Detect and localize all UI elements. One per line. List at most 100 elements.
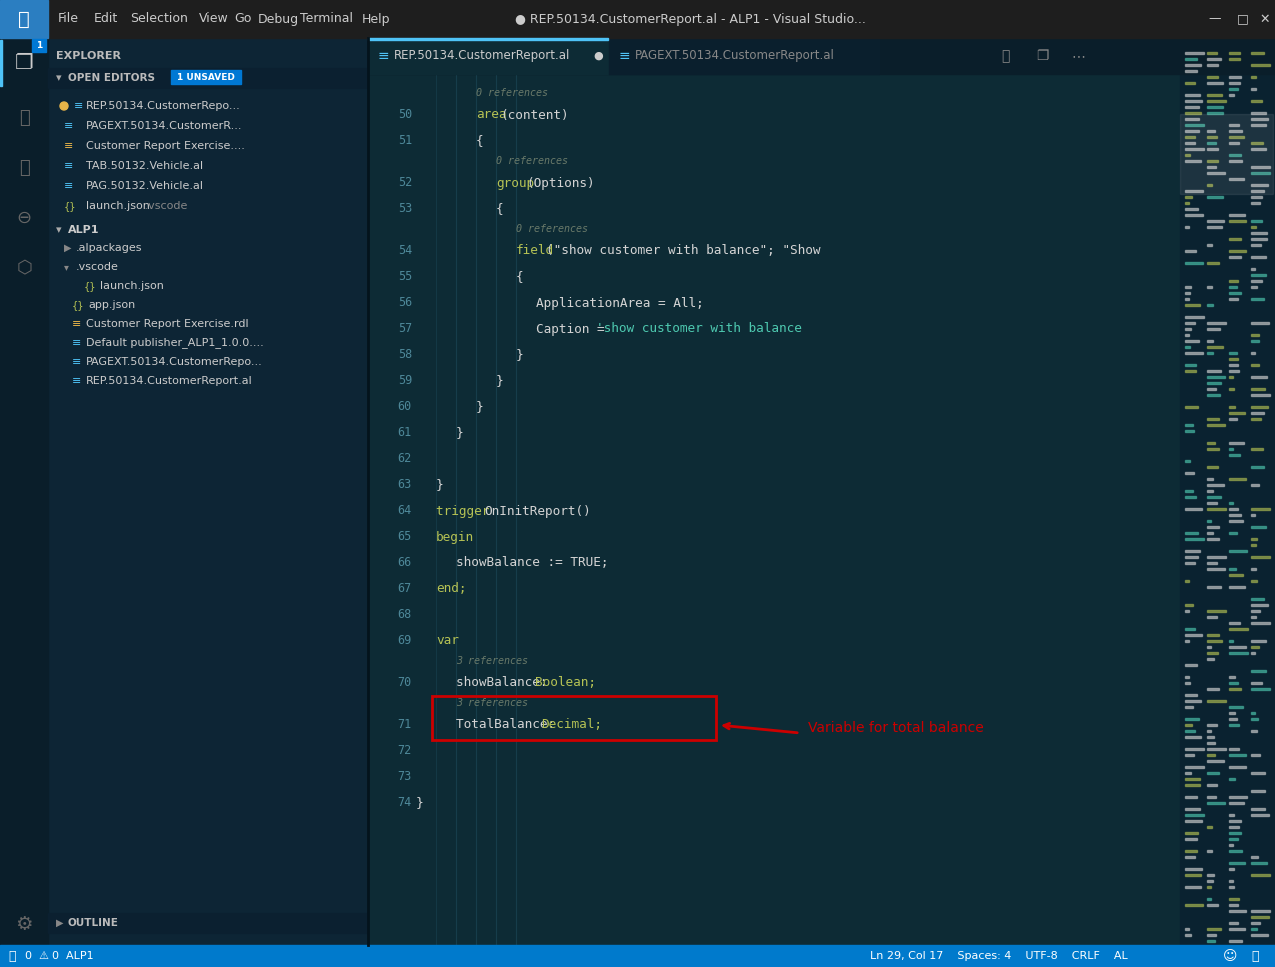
Text: ALP1: ALP1 bbox=[68, 225, 99, 235]
Bar bbox=[1251, 934, 1269, 936]
Text: Edit: Edit bbox=[94, 13, 119, 25]
Bar bbox=[1229, 88, 1238, 90]
Bar bbox=[0, 38, 48, 945]
Bar bbox=[1184, 934, 1191, 936]
Text: ≡: ≡ bbox=[71, 357, 82, 367]
Bar bbox=[1184, 370, 1196, 372]
Bar bbox=[1207, 826, 1213, 828]
Text: 66: 66 bbox=[398, 556, 412, 570]
Bar bbox=[1207, 484, 1224, 486]
Bar bbox=[1207, 556, 1227, 558]
Bar bbox=[1184, 130, 1198, 132]
Bar bbox=[1184, 532, 1198, 534]
Text: Customer Report Exercise.rdl: Customer Report Exercise.rdl bbox=[85, 319, 249, 329]
Bar bbox=[1207, 940, 1215, 942]
Text: ▶: ▶ bbox=[64, 243, 71, 253]
Bar bbox=[1251, 640, 1266, 642]
Bar bbox=[1229, 940, 1242, 942]
Text: }: } bbox=[456, 426, 464, 439]
Text: PAGEXT.50134.CustomerR...: PAGEXT.50134.CustomerR... bbox=[85, 121, 242, 131]
Text: 60: 60 bbox=[398, 400, 412, 414]
Bar bbox=[1229, 454, 1241, 456]
Bar bbox=[1207, 64, 1218, 66]
Bar bbox=[1229, 850, 1242, 852]
Bar bbox=[1251, 688, 1270, 690]
Bar bbox=[32, 39, 46, 52]
Bar bbox=[1184, 142, 1195, 144]
Text: }: } bbox=[416, 797, 423, 809]
Bar bbox=[1207, 730, 1211, 732]
Bar bbox=[1207, 520, 1211, 522]
Bar bbox=[1184, 736, 1201, 738]
Bar bbox=[1251, 922, 1260, 924]
Bar bbox=[1207, 928, 1221, 930]
Bar bbox=[1207, 322, 1227, 324]
Bar bbox=[1207, 586, 1221, 588]
Bar bbox=[1251, 352, 1255, 354]
Text: ⑂: ⑂ bbox=[19, 159, 29, 177]
Bar bbox=[1184, 628, 1195, 630]
Bar bbox=[1229, 160, 1242, 162]
Bar bbox=[1184, 748, 1204, 750]
Bar bbox=[1207, 760, 1224, 762]
Text: 71: 71 bbox=[398, 718, 412, 731]
Bar bbox=[1184, 292, 1190, 294]
Bar bbox=[0, 40, 3, 86]
Bar bbox=[1184, 904, 1204, 906]
Bar bbox=[1229, 712, 1235, 714]
Bar bbox=[1207, 742, 1215, 744]
Bar bbox=[1229, 130, 1242, 132]
Bar bbox=[1207, 772, 1219, 774]
Text: 0: 0 bbox=[24, 951, 31, 961]
Bar bbox=[1229, 904, 1238, 906]
Text: 50: 50 bbox=[398, 108, 412, 122]
Text: 'show customer with balance: 'show customer with balance bbox=[597, 323, 802, 336]
Bar bbox=[1229, 238, 1241, 240]
Bar bbox=[1184, 808, 1200, 810]
Bar bbox=[1207, 874, 1214, 876]
Bar bbox=[1184, 580, 1190, 582]
Bar bbox=[1184, 766, 1204, 768]
Bar bbox=[1207, 532, 1213, 534]
Bar bbox=[1229, 214, 1244, 216]
Bar bbox=[1229, 826, 1239, 828]
Bar bbox=[1229, 502, 1233, 504]
Bar bbox=[1251, 274, 1266, 276]
Text: 73: 73 bbox=[398, 771, 412, 783]
Bar bbox=[1207, 82, 1223, 84]
Text: 61: 61 bbox=[398, 426, 412, 439]
Text: 70: 70 bbox=[398, 677, 412, 689]
Text: TotalBalance:: TotalBalance: bbox=[456, 718, 562, 731]
Text: {}: {} bbox=[64, 201, 76, 211]
Text: 🔍: 🔍 bbox=[1001, 49, 1010, 63]
Bar bbox=[1207, 142, 1216, 144]
Bar bbox=[1229, 898, 1239, 900]
Bar bbox=[1251, 910, 1270, 912]
Bar bbox=[1207, 394, 1220, 396]
Bar bbox=[1207, 136, 1218, 138]
Bar bbox=[1229, 406, 1235, 408]
Bar bbox=[1229, 766, 1246, 768]
Text: ⧉: ⧉ bbox=[18, 10, 29, 28]
Bar bbox=[1184, 610, 1190, 612]
Text: 0  ALP1: 0 ALP1 bbox=[52, 951, 93, 961]
Bar bbox=[48, 913, 368, 933]
Bar bbox=[1251, 808, 1265, 810]
Bar bbox=[1229, 952, 1235, 954]
Text: 51: 51 bbox=[398, 134, 412, 148]
Text: Boolean;: Boolean; bbox=[534, 677, 595, 689]
Bar bbox=[1251, 118, 1269, 120]
Bar bbox=[1184, 58, 1197, 60]
Bar bbox=[1251, 190, 1264, 192]
Bar bbox=[1251, 334, 1258, 336]
Bar bbox=[1184, 634, 1202, 636]
Text: PAGEXT.50134.CustomerReport.al: PAGEXT.50134.CustomerReport.al bbox=[635, 49, 835, 63]
Bar bbox=[1207, 58, 1221, 60]
Text: launch.json: launch.json bbox=[99, 281, 164, 291]
Text: 72: 72 bbox=[398, 745, 412, 757]
Text: 52: 52 bbox=[398, 177, 412, 190]
Text: 58: 58 bbox=[398, 348, 412, 362]
Bar bbox=[1251, 916, 1269, 918]
Bar bbox=[1184, 118, 1198, 120]
Text: 59: 59 bbox=[398, 374, 412, 388]
